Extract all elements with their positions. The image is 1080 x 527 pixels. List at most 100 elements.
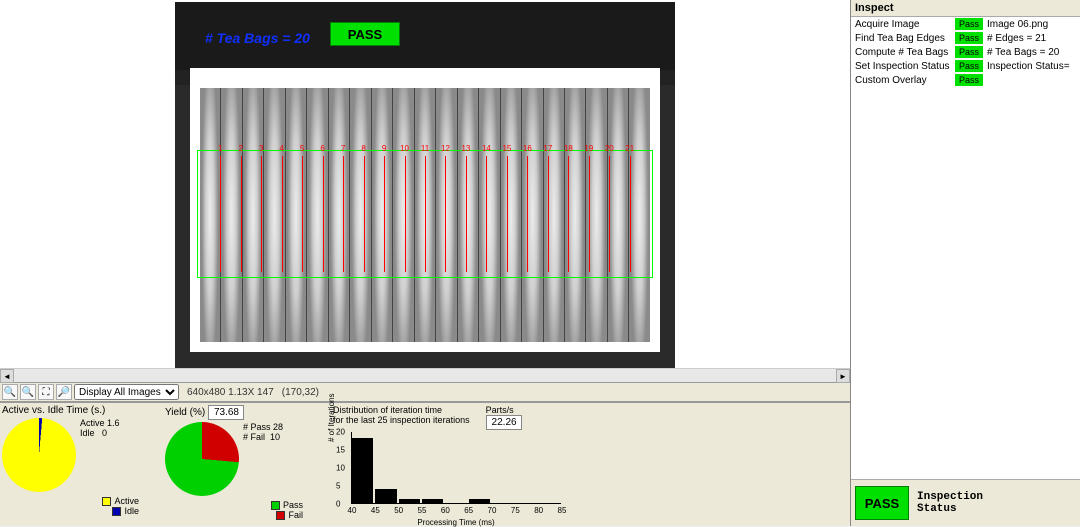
- inspect-step-row[interactable]: Compute # Tea Bags Pass # Tea Bags = 20: [851, 45, 1080, 59]
- inspect-step-row[interactable]: Find Tea Bag Edges Pass # Edges = 21: [851, 31, 1080, 45]
- edge-line: [282, 156, 283, 272]
- step-name: Set Inspection Status: [855, 61, 951, 72]
- dist-bar: [469, 499, 490, 503]
- zoom-fit-icon[interactable]: ⛶: [38, 384, 54, 400]
- dist-bar: [399, 499, 420, 503]
- step-result: Image 06.png: [987, 19, 1076, 30]
- edge-number: 2: [238, 144, 242, 153]
- edge-line: [241, 156, 242, 272]
- edge-line: [405, 156, 406, 272]
- inspect-steps-list[interactable]: Acquire Image Pass Image 06.pngFind Tea …: [851, 17, 1080, 480]
- active-idle-pie: [2, 418, 76, 492]
- step-name: Find Tea Bag Edges: [855, 33, 951, 44]
- edge-line: [486, 156, 487, 272]
- edge-number: 14: [482, 144, 491, 153]
- dist-bar: [352, 438, 373, 503]
- edge-line: [384, 156, 385, 272]
- image-toolbar: 🔍 🔍 ⛶ 🔎 Display All Images 640x480 1.13X…: [0, 382, 850, 402]
- image-viewer[interactable]: 123456789101112131415161718192021 # Tea …: [0, 0, 850, 368]
- edge-line: [466, 156, 467, 272]
- edge-number: 6: [320, 144, 324, 153]
- edge-line: [445, 156, 446, 272]
- yield-panel: Yield (%) 73.68 # Pass 28 # Fail 10 Pass…: [165, 405, 325, 524]
- step-result: # Tea Bags = 20: [987, 47, 1076, 58]
- dist-title: Distribution of iteration time for the l…: [333, 405, 470, 430]
- edge-number: 17: [543, 144, 552, 153]
- step-name: Compute # Tea Bags: [855, 47, 951, 58]
- edge-line: [568, 156, 569, 272]
- bottom-status-panel: PASS Inspection Status: [851, 480, 1080, 526]
- step-status: Pass: [955, 32, 983, 44]
- zoom-out-icon[interactable]: 🔍: [20, 384, 36, 400]
- edge-number: 7: [341, 144, 345, 153]
- edge-line: [548, 156, 549, 272]
- edge-number: 12: [441, 144, 450, 153]
- edge-line: [609, 156, 610, 272]
- step-result: Inspection Status=: [987, 61, 1076, 72]
- legend-idle: Idle: [124, 506, 139, 516]
- image-scrollbar-h[interactable]: ◄ ►: [0, 368, 850, 382]
- cursor-position-text: (170,32): [282, 387, 319, 398]
- edge-line: [527, 156, 528, 272]
- edge-line: [425, 156, 426, 272]
- edge-number: 16: [523, 144, 532, 153]
- image-viewport: 123456789101112131415161718192021 # Tea …: [175, 2, 675, 368]
- edge-line: [589, 156, 590, 272]
- distribution-chart: 0510152040455055606570758085: [351, 432, 561, 504]
- edge-number: 13: [461, 144, 470, 153]
- edge-number: 11: [421, 144, 429, 153]
- overlay-count-text: # Tea Bags = 20: [205, 30, 310, 46]
- step-status: Pass: [955, 18, 983, 30]
- edge-number: 20: [605, 144, 614, 153]
- inspect-step-row[interactable]: Acquire Image Pass Image 06.png: [851, 17, 1080, 31]
- yield-value: 73.68: [208, 405, 244, 420]
- edge-line: [364, 156, 365, 272]
- edge-number: 19: [584, 144, 593, 153]
- stats-panel: Active vs. Idle Time (s.) Active 1.6 Idl…: [0, 402, 850, 526]
- dist-bar: [422, 499, 443, 503]
- step-result: # Edges = 21: [987, 33, 1076, 44]
- edge-number: 4: [279, 144, 283, 153]
- inspection-pass-badge: PASS: [855, 486, 909, 520]
- legend-active: Active: [114, 496, 139, 506]
- overlay-pass-badge: PASS: [330, 22, 400, 46]
- edge-line: [261, 156, 262, 272]
- edge-line: [220, 156, 221, 272]
- step-status: Pass: [955, 60, 983, 72]
- edge-number: 15: [502, 144, 511, 153]
- dist-bar: [375, 489, 396, 503]
- edge-number: 1: [218, 144, 222, 153]
- parts-per-sec-value: 22.26: [486, 415, 522, 430]
- inspect-header: Inspect: [851, 0, 1080, 17]
- edge-line: [343, 156, 344, 272]
- display-mode-select[interactable]: Display All Images: [74, 384, 179, 400]
- edge-number: 5: [300, 144, 304, 153]
- zoom-1to1-icon[interactable]: 🔎: [56, 384, 72, 400]
- step-name: Custom Overlay: [855, 75, 951, 86]
- inspect-step-row[interactable]: Set Inspection Status Pass Inspection St…: [851, 59, 1080, 73]
- parts-per-sec-label: Parts/s: [486, 405, 522, 415]
- yield-title: Yield (%): [165, 407, 205, 418]
- edge-number: 8: [361, 144, 365, 153]
- edge-number: 9: [382, 144, 386, 153]
- inspect-step-row[interactable]: Custom Overlay Pass: [851, 73, 1080, 87]
- dist-y-axis-title: # of Iterations: [327, 394, 336, 442]
- edge-number: 21: [625, 144, 634, 153]
- step-status: Pass: [955, 74, 983, 86]
- image-resolution-text: 640x480 1.13X 147: [187, 387, 274, 398]
- step-status: Pass: [955, 46, 983, 58]
- legend-fail: Fail: [288, 510, 303, 520]
- scroll-left-arrow[interactable]: ◄: [0, 369, 14, 383]
- active-idle-panel: Active vs. Idle Time (s.) Active 1.6 Idl…: [2, 405, 157, 524]
- active-idle-values: Active 1.6 Idle 0: [80, 418, 120, 438]
- yield-pie: [165, 422, 239, 496]
- distribution-panel: Distribution of iteration time for the l…: [333, 405, 848, 524]
- scroll-right-arrow[interactable]: ►: [836, 369, 850, 383]
- step-name: Acquire Image: [855, 19, 951, 30]
- zoom-in-icon[interactable]: 🔍: [2, 384, 18, 400]
- edge-line: [323, 156, 324, 272]
- yield-values: # Pass 28 # Fail 10: [243, 422, 283, 442]
- edge-line: [302, 156, 303, 272]
- edge-number: 10: [400, 144, 409, 153]
- edge-line: [630, 156, 631, 272]
